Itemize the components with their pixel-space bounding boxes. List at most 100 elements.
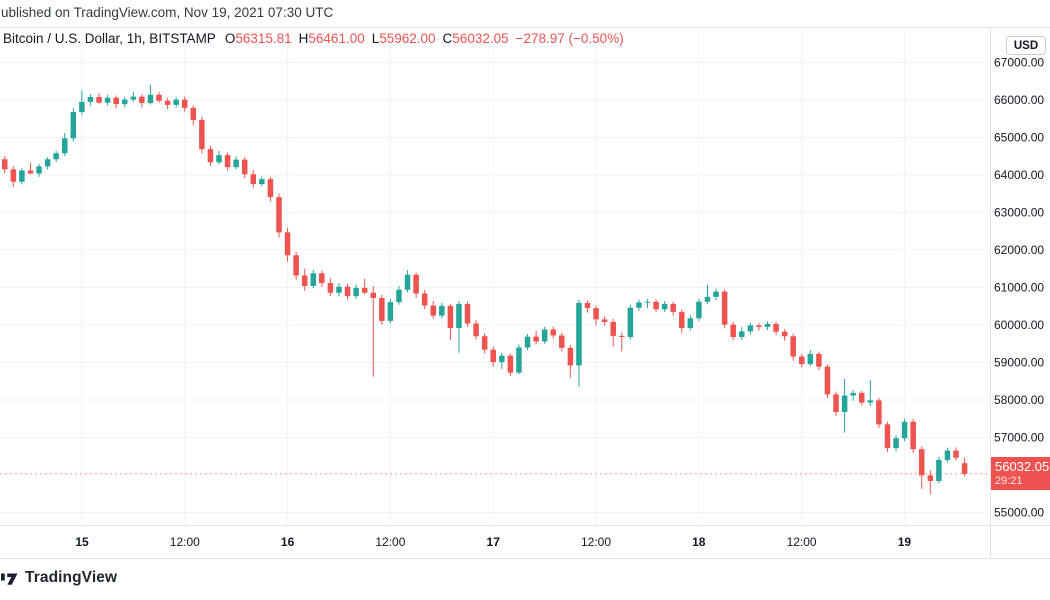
open-label: O [224, 31, 236, 46]
candle-up [70, 112, 77, 139]
candle-down [816, 353, 822, 367]
candle-up [53, 153, 59, 160]
candle-up [524, 336, 531, 348]
candle-down [379, 298, 385, 321]
price-tick-label: 59000.00 [994, 356, 1044, 370]
candle-up [687, 318, 694, 328]
high-value: 56461.00 [308, 31, 365, 46]
candle-down [481, 336, 488, 350]
candle-down [910, 421, 916, 450]
price-tick-label: 58000.00 [994, 393, 1044, 407]
candle-down [96, 97, 102, 103]
candle-down [593, 308, 599, 320]
last-price-value: 56032.05 [995, 459, 1050, 475]
candle-up [456, 304, 462, 328]
candle-up [516, 347, 522, 373]
time-tick-label: 16 [281, 535, 295, 549]
candle-up [216, 155, 222, 163]
currency-badge[interactable]: USD [1006, 36, 1046, 55]
candle-down [344, 286, 351, 297]
time-tick-label: 12:00 [170, 535, 200, 549]
low-value: 55962.00 [379, 31, 436, 46]
candle-down [464, 304, 471, 324]
candle-up [353, 287, 359, 297]
candle-down [653, 301, 659, 310]
candle-down [301, 275, 308, 286]
candle-down [679, 311, 685, 328]
candle-up [704, 296, 711, 302]
time-tick-label: 19 [898, 535, 912, 549]
candle-up [850, 392, 856, 396]
low-label: L [371, 31, 380, 46]
candle-up [636, 302, 642, 308]
candle-up [644, 301, 651, 303]
candle-up [627, 307, 634, 337]
candle-up [936, 460, 942, 481]
published-banner: ublished on TradingView.com, Nov 19, 202… [1, 5, 334, 20]
candle-down [430, 305, 436, 316]
candle-down [207, 149, 214, 163]
candle-down [507, 355, 514, 373]
candle-up [893, 438, 899, 448]
candle-up [696, 301, 702, 319]
candle-down [610, 322, 616, 336]
change-value: −278.97 (−0.50%) [515, 31, 624, 46]
tradingview-logo[interactable]: TradingView [1, 569, 117, 587]
candle-down [421, 293, 428, 306]
candle-down [799, 356, 805, 364]
high-label: H [298, 31, 309, 46]
candle-down [473, 323, 479, 337]
candle-down [559, 335, 565, 348]
candle-down [567, 347, 574, 366]
candle-down [241, 159, 248, 175]
candle-up [147, 94, 154, 103]
candle-up [61, 138, 68, 154]
time-tick-label: 12:00 [581, 535, 611, 549]
candle-down [27, 170, 34, 174]
candle-down [730, 324, 736, 337]
candle-up [104, 97, 111, 103]
price-tick-label: 67000.00 [994, 56, 1044, 70]
time-tick-label: 12:00 [787, 535, 817, 549]
candle-up [661, 304, 668, 310]
candle-up [44, 159, 51, 167]
candle-down [961, 463, 968, 474]
candle-up [310, 273, 317, 286]
candle-down [164, 100, 171, 105]
close-label: C [442, 31, 453, 46]
candle-down [361, 287, 368, 293]
candle-up [404, 274, 411, 290]
candle-up [439, 305, 445, 316]
candle-up [19, 170, 25, 182]
price-tick-label: 60000.00 [994, 318, 1044, 332]
candle-down [319, 273, 325, 283]
symbol-legend: Bitcoin / U.S. Dollar, 1h, BITSTAMP O5631… [3, 31, 624, 46]
candle-up [541, 329, 548, 342]
bar-countdown: 29:21 [995, 475, 1023, 488]
candle-down [927, 475, 934, 481]
last-price-label: 56032.05 29:21 [991, 457, 1050, 491]
candle-down [250, 174, 257, 184]
candle-down [190, 107, 197, 120]
candle-up [336, 286, 342, 293]
candle-up [944, 450, 951, 460]
price-tick-label: 63000.00 [994, 206, 1044, 220]
candle-down [601, 319, 608, 322]
time-axis[interactable] [0, 526, 990, 558]
candle-up [79, 101, 85, 112]
candle-up [233, 159, 239, 168]
candle-up [173, 99, 179, 105]
candle-down [533, 336, 539, 342]
candle-up [259, 179, 265, 184]
candle-down [824, 366, 831, 395]
candle-down [550, 329, 556, 336]
candle-down [584, 302, 591, 309]
candle-down [139, 96, 145, 103]
candle-up [747, 325, 754, 332]
candle-down [199, 119, 205, 150]
candle-up [130, 96, 137, 100]
candle-down [721, 291, 728, 325]
